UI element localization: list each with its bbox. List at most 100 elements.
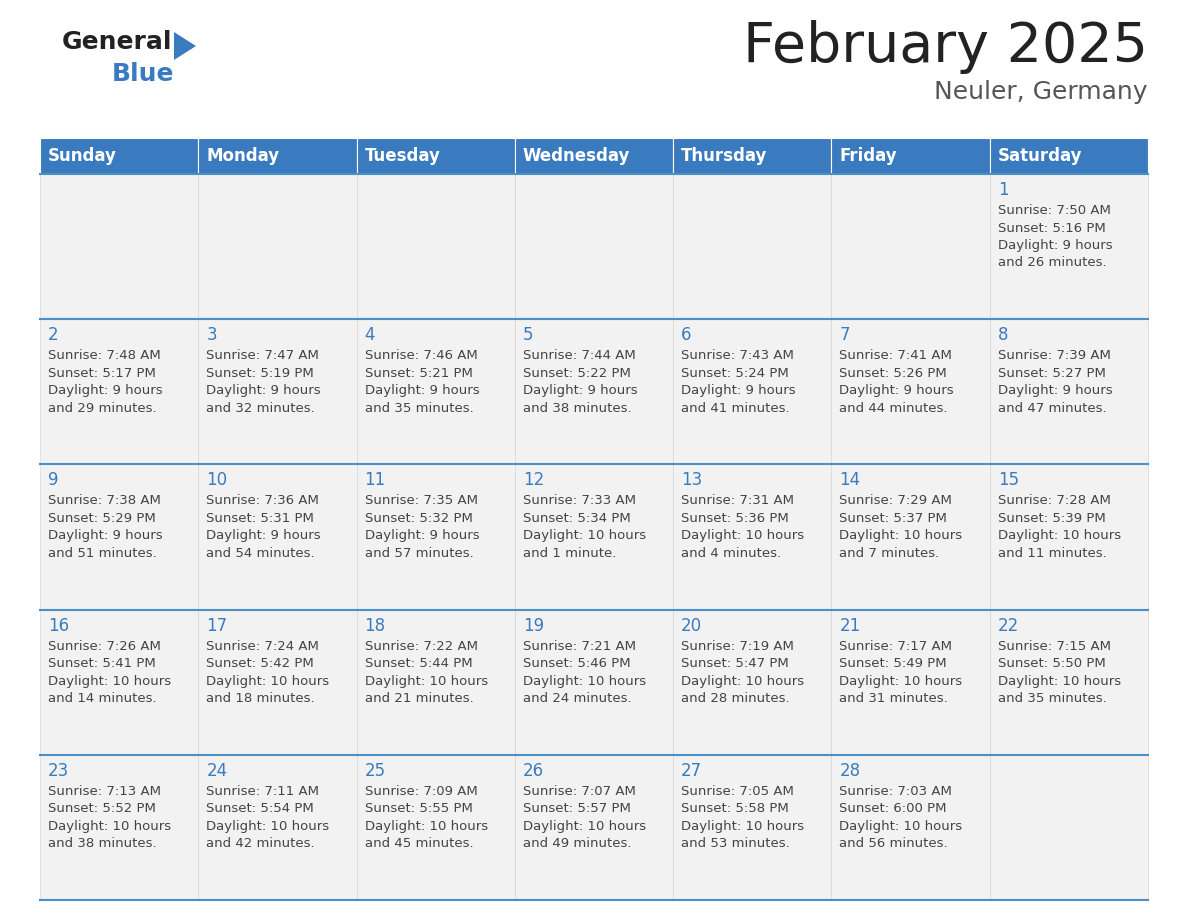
Bar: [356, 319, 514, 465]
Bar: [40, 319, 198, 465]
Text: Daylight: 9 hours: Daylight: 9 hours: [48, 385, 163, 397]
Text: Daylight: 10 hours: Daylight: 10 hours: [523, 530, 646, 543]
Text: Sunset: 5:41 PM: Sunset: 5:41 PM: [48, 657, 156, 670]
Bar: [990, 755, 1148, 900]
Text: and 35 minutes.: and 35 minutes.: [365, 402, 473, 415]
Text: and 28 minutes.: and 28 minutes.: [681, 692, 790, 705]
Text: Sunrise: 7:46 AM: Sunrise: 7:46 AM: [365, 349, 478, 363]
Text: and 44 minutes.: and 44 minutes.: [840, 402, 948, 415]
Text: Sunrise: 7:43 AM: Sunrise: 7:43 AM: [681, 349, 794, 363]
Bar: [674, 174, 832, 319]
Text: Sunset: 5:37 PM: Sunset: 5:37 PM: [840, 512, 947, 525]
Text: Sunset: 5:39 PM: Sunset: 5:39 PM: [998, 512, 1106, 525]
Text: 9: 9: [48, 472, 58, 489]
Text: Daylight: 10 hours: Daylight: 10 hours: [365, 820, 488, 833]
Bar: [514, 138, 674, 174]
Text: 28: 28: [840, 762, 860, 779]
Text: Sunrise: 7:29 AM: Sunrise: 7:29 AM: [840, 495, 953, 508]
Bar: [832, 319, 990, 465]
Text: 6: 6: [681, 326, 691, 344]
Text: 8: 8: [998, 326, 1009, 344]
Text: Daylight: 10 hours: Daylight: 10 hours: [998, 675, 1120, 688]
Text: and 31 minutes.: and 31 minutes.: [840, 692, 948, 705]
Text: Sunset: 5:27 PM: Sunset: 5:27 PM: [998, 366, 1106, 380]
Text: 2: 2: [48, 326, 58, 344]
Text: Sunset: 5:49 PM: Sunset: 5:49 PM: [840, 657, 947, 670]
Text: Blue: Blue: [112, 62, 175, 86]
Text: and 56 minutes.: and 56 minutes.: [840, 837, 948, 850]
Text: Sunset: 5:52 PM: Sunset: 5:52 PM: [48, 802, 156, 815]
Text: Monday: Monday: [207, 147, 279, 165]
Text: Daylight: 10 hours: Daylight: 10 hours: [207, 820, 329, 833]
Text: Sunset: 5:31 PM: Sunset: 5:31 PM: [207, 512, 314, 525]
Text: 17: 17: [207, 617, 227, 634]
Text: Sunrise: 7:36 AM: Sunrise: 7:36 AM: [207, 495, 320, 508]
Text: Sunrise: 7:19 AM: Sunrise: 7:19 AM: [681, 640, 794, 653]
Text: Daylight: 10 hours: Daylight: 10 hours: [681, 820, 804, 833]
Text: and 21 minutes.: and 21 minutes.: [365, 692, 473, 705]
Text: and 42 minutes.: and 42 minutes.: [207, 837, 315, 850]
Text: 19: 19: [523, 617, 544, 634]
Text: 14: 14: [840, 472, 860, 489]
Polygon shape: [173, 32, 196, 60]
Text: 5: 5: [523, 326, 533, 344]
Text: Sunset: 5:36 PM: Sunset: 5:36 PM: [681, 512, 789, 525]
Text: Sunrise: 7:24 AM: Sunrise: 7:24 AM: [207, 640, 320, 653]
Text: Sunset: 5:58 PM: Sunset: 5:58 PM: [681, 802, 789, 815]
Text: Neuler, Germany: Neuler, Germany: [935, 80, 1148, 104]
Text: Daylight: 10 hours: Daylight: 10 hours: [840, 820, 962, 833]
Bar: [832, 138, 990, 174]
Text: and 32 minutes.: and 32 minutes.: [207, 402, 315, 415]
Text: Daylight: 9 hours: Daylight: 9 hours: [523, 385, 638, 397]
Bar: [674, 465, 832, 610]
Text: 20: 20: [681, 617, 702, 634]
Text: 24: 24: [207, 762, 227, 779]
Text: Sunrise: 7:35 AM: Sunrise: 7:35 AM: [365, 495, 478, 508]
Text: Sunset: 5:54 PM: Sunset: 5:54 PM: [207, 802, 314, 815]
Text: 26: 26: [523, 762, 544, 779]
Text: Daylight: 10 hours: Daylight: 10 hours: [681, 675, 804, 688]
Text: Daylight: 9 hours: Daylight: 9 hours: [48, 530, 163, 543]
Text: 27: 27: [681, 762, 702, 779]
Text: 1: 1: [998, 181, 1009, 199]
Bar: [674, 319, 832, 465]
Text: 22: 22: [998, 617, 1019, 634]
Bar: [198, 465, 356, 610]
Text: and 26 minutes.: and 26 minutes.: [998, 256, 1106, 270]
Text: and 41 minutes.: and 41 minutes.: [681, 402, 790, 415]
Text: Sunset: 5:19 PM: Sunset: 5:19 PM: [207, 366, 314, 380]
Text: General: General: [62, 30, 172, 54]
Bar: [990, 174, 1148, 319]
Text: Tuesday: Tuesday: [365, 147, 441, 165]
Text: Sunrise: 7:07 AM: Sunrise: 7:07 AM: [523, 785, 636, 798]
Text: Daylight: 10 hours: Daylight: 10 hours: [207, 675, 329, 688]
Text: Daylight: 9 hours: Daylight: 9 hours: [998, 239, 1112, 252]
Bar: [514, 319, 674, 465]
Text: 15: 15: [998, 472, 1019, 489]
Bar: [674, 610, 832, 755]
Text: Sunset: 5:24 PM: Sunset: 5:24 PM: [681, 366, 789, 380]
Text: Daylight: 9 hours: Daylight: 9 hours: [840, 385, 954, 397]
Bar: [40, 755, 198, 900]
Text: Daylight: 10 hours: Daylight: 10 hours: [523, 675, 646, 688]
Text: Sunset: 5:44 PM: Sunset: 5:44 PM: [365, 657, 472, 670]
Text: Sunset: 5:16 PM: Sunset: 5:16 PM: [998, 221, 1106, 234]
Text: and 47 minutes.: and 47 minutes.: [998, 402, 1106, 415]
Text: Sunset: 5:47 PM: Sunset: 5:47 PM: [681, 657, 789, 670]
Bar: [990, 610, 1148, 755]
Text: and 54 minutes.: and 54 minutes.: [207, 547, 315, 560]
Text: Daylight: 10 hours: Daylight: 10 hours: [48, 675, 171, 688]
Text: and 18 minutes.: and 18 minutes.: [207, 692, 315, 705]
Bar: [40, 610, 198, 755]
Text: Sunrise: 7:13 AM: Sunrise: 7:13 AM: [48, 785, 162, 798]
Bar: [514, 610, 674, 755]
Text: 25: 25: [365, 762, 386, 779]
Text: Daylight: 9 hours: Daylight: 9 hours: [207, 530, 321, 543]
Bar: [198, 610, 356, 755]
Text: Sunset: 5:32 PM: Sunset: 5:32 PM: [365, 512, 473, 525]
Bar: [40, 465, 198, 610]
Text: Sunrise: 7:38 AM: Sunrise: 7:38 AM: [48, 495, 160, 508]
Text: Daylight: 9 hours: Daylight: 9 hours: [365, 530, 479, 543]
Text: Sunrise: 7:03 AM: Sunrise: 7:03 AM: [840, 785, 953, 798]
Text: Sunset: 5:22 PM: Sunset: 5:22 PM: [523, 366, 631, 380]
